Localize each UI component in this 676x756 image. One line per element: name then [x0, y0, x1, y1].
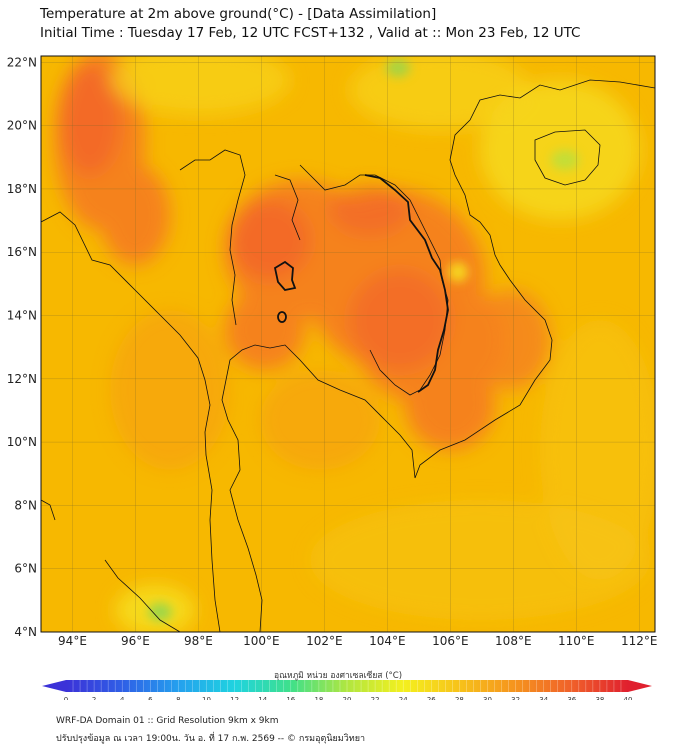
colorbar-tick-label: 0 — [64, 696, 68, 700]
lat-tick-label: 14°N — [7, 309, 37, 323]
lat-tick-label: 6°N — [14, 562, 37, 576]
lat-tick-label: 18°N — [7, 182, 37, 196]
lat-tick-label: 8°N — [14, 498, 37, 512]
colorbar-tick-label: 28 — [455, 696, 464, 700]
colorbar-tick-label: 36 — [567, 696, 576, 700]
country-borders — [41, 79, 655, 632]
colorbar-tick-label: 4 — [120, 696, 125, 700]
colorbar: 0 2 4 6 8 10 12 14 16 18 20 22 24 26 28 30 32 34 36 38 40 — [42, 680, 652, 700]
colorbar-tick-label: 24 — [399, 696, 408, 700]
colorbar-tick-label: 40 — [624, 696, 633, 700]
lon-tick-label: 100°E — [243, 634, 280, 648]
update-info: ปรับปรุงข้อมูล ณ เวลา 19:00น. วัน อ. ที่… — [56, 734, 366, 744]
lon-tick-label: 106°E — [432, 634, 469, 648]
colorbar-title: อุณหภูมิ หน่วย องศาเซลเซียส (°C) — [273, 671, 403, 681]
colorbar-tick-label: 30 — [483, 696, 492, 700]
colorbar-tick-label: 12 — [230, 696, 239, 700]
lat-tick-label: 16°N — [7, 245, 37, 259]
lat-tick-label: 22°N — [7, 55, 37, 69]
colorbar-tick-labels: 0 2 4 6 8 10 12 14 16 18 20 22 24 26 28 30 32 34 36 38 40 — [64, 696, 633, 700]
lon-tick-label: 108°E — [495, 634, 532, 648]
lon-tick-label: 94°E — [58, 634, 87, 648]
temperature-field — [41, 56, 655, 632]
colorbar-tick-label: 34 — [539, 696, 548, 700]
map-gridlines — [41, 56, 655, 632]
colorbar-tick-label: 20 — [343, 696, 352, 700]
colorbar-tick-label: 32 — [511, 696, 520, 700]
lat-tick-label: 12°N — [7, 372, 37, 386]
longitude-labels: 94°E 96°E 98°E 100°E 102°E 104°E 106°E 108°E 110… — [58, 634, 657, 648]
lon-tick-label: 112°E — [621, 634, 658, 648]
temperature-map: 4°N 6°N 8°N 10°N 12°N 14°N 16°N 18°N 20°N 22°N 94… — [7, 55, 658, 700]
colorbar-tick-label: 14 — [258, 696, 267, 700]
colorbar-tick-label: 8 — [176, 696, 180, 700]
lon-tick-label: 104°E — [369, 634, 406, 648]
lat-tick-label: 4°N — [14, 625, 37, 639]
colorbar-tick-label: 2 — [92, 696, 96, 700]
lon-tick-label: 96°E — [121, 634, 150, 648]
map-subtitle: Initial Time : Tuesday 17 Feb, 12 UTC FC… — [40, 25, 581, 41]
colorbar-extend-min — [42, 680, 66, 692]
latitude-labels: 4°N 6°N 8°N 10°N 12°N 14°N 16°N 18°N 20°N 22°N — [7, 55, 37, 639]
colorbar-tick-label: 10 — [202, 696, 211, 700]
lat-tick-label: 20°N — [7, 119, 37, 133]
map-frame — [40, 55, 656, 633]
lon-tick-label: 110°E — [558, 634, 595, 648]
colorbar-tick-label: 16 — [286, 696, 295, 700]
colorbar-tick-label: 6 — [148, 696, 153, 700]
lon-tick-label: 102°E — [306, 634, 343, 648]
lat-tick-label: 10°N — [7, 435, 37, 449]
colorbar-extend-max — [628, 680, 652, 692]
colorbar-tick-label: 18 — [314, 696, 323, 700]
colorbar-tick-label: 26 — [427, 696, 436, 700]
colorbar-tick-label: 38 — [595, 696, 604, 700]
map-title: Temperature at 2m above ground(°C) - [Da… — [40, 6, 437, 22]
lon-tick-label: 98°E — [184, 634, 213, 648]
colorbar-tick-label: 22 — [371, 696, 380, 700]
highlight-contours — [273, 174, 449, 393]
model-info: WRF-DA Domain 01 :: Grid Resolution 9km … — [56, 716, 279, 726]
